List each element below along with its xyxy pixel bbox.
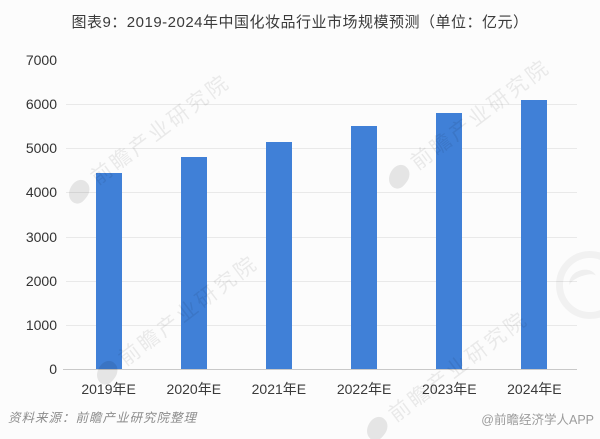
x-axis-tick-label: 2020年E [166, 381, 222, 397]
bar-2019年E [95, 172, 122, 369]
x-axis-tick-label: 2024年E [507, 381, 562, 397]
x-axis-line [63, 369, 577, 370]
y-axis-tick-label: 7000 [25, 52, 57, 68]
x-axis-tick-label: 2022年E [336, 381, 392, 397]
bar-2022年E [351, 126, 378, 369]
bar-2024年E [521, 99, 548, 369]
credit-note: @前瞻经济学人APP [481, 413, 594, 427]
x-axis-tick-label: 2019年E [81, 381, 136, 397]
y-axis-tick-label: 2000 [25, 272, 57, 289]
x-axis-tick-label: 2023年E [422, 381, 477, 397]
y-axis-tick-label: 1000 [25, 316, 57, 333]
bar-2020年E [180, 157, 207, 369]
chart-title: 图表9：2019-2024年中国化妆品行业市场规模预测（单位：亿元） [71, 14, 529, 31]
y-axis-tick-label: 4000 [25, 184, 57, 201]
y-gridline [66, 324, 577, 326]
bar-2023年E [436, 113, 463, 369]
y-gridline [66, 280, 577, 282]
bar-2021年E [265, 141, 292, 369]
y-axis-tick-label: 0 [49, 361, 57, 377]
y-axis-tick-label: 3000 [25, 228, 57, 245]
y-gridline [66, 192, 577, 194]
y-gridline [66, 148, 577, 150]
y-gridline [66, 104, 577, 106]
x-axis-tick-label: 2021年E [251, 381, 307, 397]
y-axis-tick-label: 6000 [25, 96, 57, 113]
y-gridline [66, 236, 577, 238]
y-axis-tick-label: 5000 [25, 140, 57, 157]
source-note: 资料来源：前瞻产业研究院整理 [8, 411, 198, 425]
